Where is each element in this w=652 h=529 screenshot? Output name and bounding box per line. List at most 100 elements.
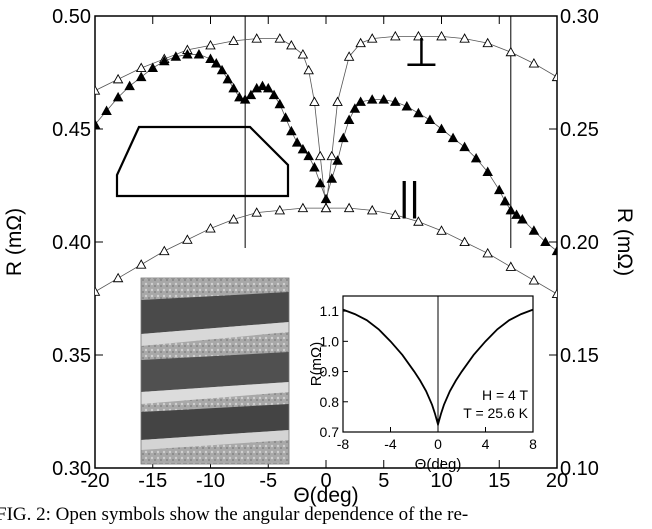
- data-point-marker: [112, 272, 124, 283]
- data-point-marker: [135, 71, 147, 82]
- data-point-marker: [470, 152, 482, 163]
- data-point-marker: [505, 46, 517, 57]
- inset-y-tick-label: 1.0: [320, 333, 340, 349]
- data-point-marker: [332, 155, 343, 165]
- data-point-marker: [297, 202, 309, 213]
- data-point-marker: [517, 213, 528, 224]
- data-point-marker: [303, 150, 314, 161]
- data-point-marker: [482, 247, 493, 258]
- data-point-marker: [262, 82, 274, 93]
- y-tick-label-right: 0.15: [560, 345, 599, 367]
- data-point-marker: [135, 259, 147, 269]
- caption-text: FIG. 2: Open symbols show the angular de…: [0, 504, 469, 525]
- data-point-marker: [447, 132, 459, 143]
- data-point-marker: [528, 58, 540, 68]
- data-point-marker: [343, 51, 355, 61]
- series-connecting-line: [95, 35, 557, 209]
- y-tick-label-right: 0.25: [560, 119, 599, 141]
- data-point-marker: [228, 213, 239, 224]
- y-tick-label-left: 0.45: [52, 119, 91, 141]
- data-point-marker: [303, 64, 314, 75]
- data-point-marker: [505, 204, 517, 215]
- data-point-marker: [482, 166, 493, 176]
- x-tick-label: -5: [259, 470, 277, 492]
- data-point-marker: [309, 161, 320, 172]
- data-point-marker: [349, 103, 361, 113]
- data-point-marker: [193, 48, 205, 59]
- inset-y-tick-label: 1.1: [320, 303, 340, 319]
- data-point-marker: [205, 223, 216, 233]
- data-point-marker: [257, 80, 268, 91]
- data-point-marker: [540, 236, 551, 247]
- data-point-marker: [355, 96, 366, 106]
- data-point-marker: [159, 55, 170, 66]
- data-point-marker: [320, 202, 332, 213]
- data-point-marker: [101, 105, 112, 115]
- data-point-marker: [482, 37, 493, 48]
- y-tick-label-right: 0.20: [560, 232, 599, 254]
- sem-micrograph: [140, 277, 290, 465]
- x-tick-label: -10: [196, 470, 225, 492]
- inset-y-tick-label: 0.9: [320, 364, 340, 380]
- data-point-marker: [338, 132, 349, 143]
- x-tick-label: -15: [138, 470, 167, 492]
- inset-ticks: -8 -4 0 4 8 0.7 0.8 0.9 1.0 1.1: [320, 303, 538, 452]
- data-point-marker: [182, 48, 193, 59]
- main-ticks: -20 -15 -10 -5 0 5 10 15 20 0.30 0.35 0.40 0.45 0.50 0…: [52, 6, 599, 492]
- data-point-marker: [390, 96, 401, 106]
- data-point-marker: [309, 96, 320, 106]
- data-point-marker: [436, 30, 447, 41]
- inset-x-tick-label: 4: [482, 436, 490, 452]
- data-point-marker: [505, 261, 517, 271]
- data-point-marker: [551, 288, 557, 299]
- data-point-marker: [459, 141, 470, 152]
- data-point-marker: [297, 48, 309, 59]
- data-point-marker: [355, 37, 366, 48]
- data-point-marker: [493, 184, 505, 195]
- data-point-marker: [459, 236, 470, 247]
- inset-ylabel: R(mΩ): [308, 342, 325, 387]
- data-point-marker: [274, 98, 286, 109]
- data-point-marker: [228, 82, 239, 93]
- inset-x-tick-label: 0: [434, 436, 442, 452]
- y-axis-label-right: R (mΩ): [613, 208, 636, 276]
- data-point-marker: [211, 58, 222, 68]
- inset-annotation-field: H = 4 T: [482, 387, 528, 403]
- data-point-marker: [95, 286, 101, 296]
- data-point-marker: [528, 225, 540, 235]
- data-point-marker: [239, 94, 251, 104]
- data-point-marker: [413, 30, 424, 41]
- data-point-marker: [390, 209, 401, 219]
- data-point-marker: [124, 80, 135, 91]
- parallel-symbol: ||: [399, 175, 420, 219]
- data-point-marker: [135, 62, 147, 73]
- data-point-marker: [274, 33, 286, 43]
- inset-xlabel: Θ(deg): [415, 456, 462, 473]
- data-point-marker: [147, 62, 159, 73]
- data-point-marker: [286, 39, 297, 50]
- data-point-marker: [216, 64, 228, 75]
- data-point-marker: [366, 94, 378, 104]
- x-tick-label: 15: [488, 470, 510, 492]
- x-axis-label: Θ(deg): [293, 484, 358, 507]
- data-point-marker: [511, 209, 522, 219]
- data-point-marker: [251, 207, 262, 217]
- figure-caption: FIG. 2: Open symbols show the angular de…: [0, 504, 652, 529]
- data-point-marker: [436, 225, 447, 235]
- x-tick-label: -20: [81, 470, 110, 492]
- data-point-marker: [205, 39, 216, 50]
- vertical-lines: [244, 16, 512, 248]
- data-point-marker: [159, 245, 170, 256]
- data-point-marker: [297, 143, 309, 154]
- data-point-marker: [528, 274, 540, 285]
- y-tick-label-left: 0.50: [52, 6, 91, 28]
- data-point-marker: [551, 71, 557, 82]
- inset-y-tick-label: 0.7: [320, 424, 340, 440]
- data-point-marker: [551, 245, 557, 256]
- data-point-marker: [268, 89, 280, 100]
- data-point-marker: [286, 125, 297, 136]
- data-point-marker: [326, 150, 338, 161]
- x-tick-label: 0: [320, 470, 331, 492]
- perpendicular-symbol: ⊥: [404, 31, 439, 75]
